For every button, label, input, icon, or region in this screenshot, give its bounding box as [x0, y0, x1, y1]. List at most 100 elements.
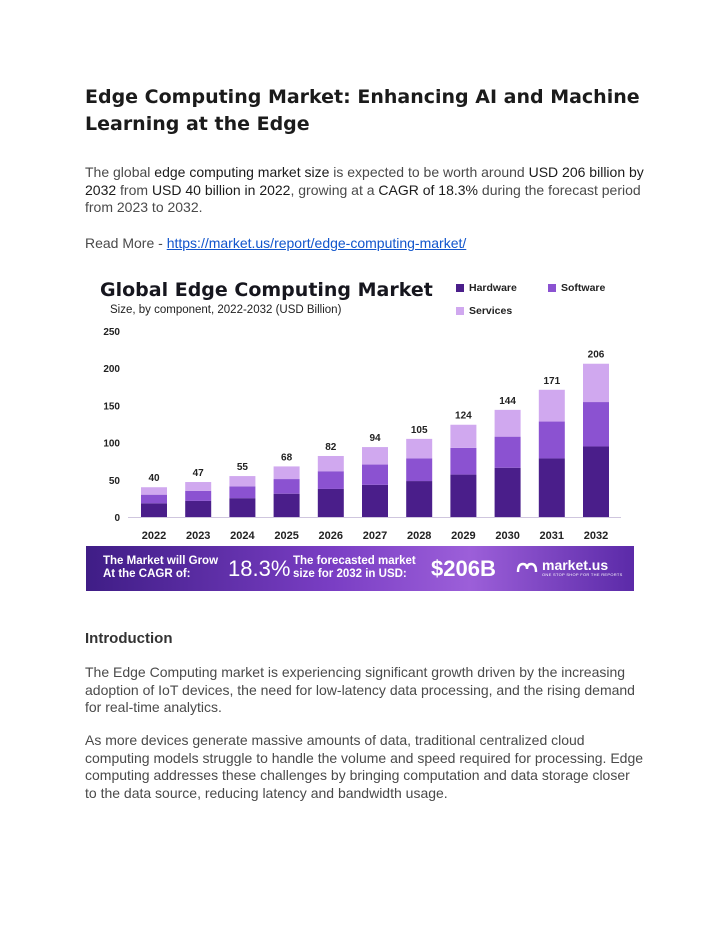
bar-segment-software: [185, 490, 212, 501]
bar-segment-services: [141, 487, 167, 495]
legend-swatch-software: [548, 284, 556, 292]
legend-swatch-hardware: [456, 284, 464, 292]
article-title: Edge Computing Market: Enhancing AI and …: [85, 86, 640, 135]
bar-segment-hardware: [583, 446, 609, 517]
intro-paragraph: The global edge computing market size is…: [85, 164, 645, 217]
forecast-value-phrase: USD 206 billion by 2032: [85, 164, 644, 198]
cagr-phrase: CAGR of 18.3%: [378, 181, 479, 198]
chart-banner: The Market will Grow At the CAGR of: 18.…: [86, 546, 634, 591]
bar-total-label: 171: [543, 376, 560, 387]
brand-tagline: ONE STOP SHOP FOR THE REPORTS: [542, 572, 623, 577]
bar-segment-software: [406, 458, 433, 482]
legend-swatch-services: [456, 307, 464, 315]
bar-segment-services: [450, 424, 477, 448]
bar-segment-hardware: [229, 498, 256, 517]
bar-total-label: 40: [148, 473, 160, 484]
bar-segment-hardware: [450, 474, 477, 517]
legend-label-software: Software: [561, 282, 606, 294]
cagr-label: The Market will Grow At the CAGR of:: [103, 555, 219, 580]
chart-legend: Hardware Software Services: [456, 279, 631, 319]
bar-segment-hardware: [141, 503, 167, 517]
x-tick-label: 2028: [407, 530, 431, 542]
bar-total-label: 124: [455, 411, 472, 422]
x-tick-label: 2026: [319, 530, 343, 542]
bar-segment-hardware: [317, 488, 344, 517]
market-size-phrase: edge computing market size: [154, 164, 330, 180]
bar-total-label: 144: [499, 396, 516, 407]
intro-text-2: is expected to be worth around: [329, 164, 529, 180]
bar-segment-services: [362, 447, 388, 465]
legend-item-services: Services: [456, 305, 512, 317]
legend-item-hardware: Hardware: [456, 282, 517, 294]
y-tick-label: 250: [103, 327, 120, 338]
bar-segment-software: [273, 479, 300, 494]
chart-subtitle: Size, by component, 2022-2032 (USD Billi…: [110, 304, 342, 316]
intro-text-4: , growing at a: [290, 181, 379, 198]
forecast-label: The forecasted market size for 2032 in U…: [293, 555, 416, 580]
section-heading-introduction: Introduction: [85, 630, 173, 647]
bar-segment-hardware: [406, 481, 433, 517]
bar-total-label: 105: [411, 425, 428, 436]
bar-segment-software: [450, 447, 477, 475]
forecast-value: $206B: [431, 556, 496, 581]
y-tick-label: 50: [109, 476, 121, 487]
bar-total-label: 47: [193, 468, 205, 479]
bar-segment-services: [185, 482, 212, 491]
cagr-value: 18.3%: [228, 556, 291, 581]
legend-label-services: Services: [469, 305, 513, 317]
bar-segment-software: [229, 486, 256, 499]
bar-total-label: 68: [281, 452, 293, 463]
market-us-logo-icon: [516, 562, 538, 572]
bar-chart-plot: 0 50 100 150 200 250 40 2022 47 2023 55 2024 68 2025 8…: [103, 327, 621, 542]
legend-item-software: Software: [548, 282, 605, 294]
market-chart-infographic: Global Edge Computing Market Size, by co…: [86, 271, 634, 591]
market-us-brand: market.us ONE STOP SHOP FOR THE REPORTS: [516, 558, 623, 577]
x-tick-label: 2022: [142, 530, 166, 542]
chart-title: Global Edge Computing Market: [100, 279, 433, 301]
x-tick-label: 2027: [363, 530, 387, 542]
bar-segment-services: [583, 363, 609, 403]
bar-segment-services: [538, 389, 565, 422]
brand-name: market.us: [542, 557, 609, 573]
read-more-link[interactable]: https://market.us/report/edge-computing-…: [166, 235, 467, 251]
x-tick-label: 2031: [540, 530, 564, 542]
bar-segment-services: [406, 438, 433, 459]
bar-segment-software: [317, 471, 344, 489]
bar-segment-services: [494, 409, 521, 437]
legend-label-hardware: Hardware: [469, 282, 517, 294]
bar-segment-software: [141, 494, 167, 504]
intro-text-1: The global: [85, 164, 155, 180]
bar-total-label: 55: [237, 462, 249, 473]
bar-total-label: 206: [588, 350, 605, 361]
bar-segment-services: [229, 476, 256, 487]
read-more-label: Read More -: [85, 235, 167, 251]
intro-text-5: during the forecast period from 2023 to …: [85, 181, 641, 216]
x-tick-label: 2030: [495, 530, 519, 542]
bar-segment-software: [494, 436, 521, 468]
bar-segment-services: [273, 466, 300, 480]
bar-segment-hardware: [538, 458, 565, 517]
bar-segment-hardware: [494, 467, 521, 517]
bar-segment-hardware: [273, 493, 300, 517]
bar-segment-software: [538, 421, 565, 459]
bar-segment-software: [583, 402, 609, 447]
y-tick-label: 0: [114, 513, 120, 524]
bar-segment-software: [362, 464, 388, 485]
x-tick-label: 2024: [230, 530, 255, 542]
bar-total-label: 82: [325, 442, 337, 453]
read-more-line: Read More - https://market.us/report/edg…: [85, 235, 645, 253]
base-value-phrase: USD 40 billion in 2022: [151, 181, 291, 198]
intro-text-3: from: [116, 181, 152, 198]
y-tick-label: 200: [103, 364, 120, 375]
bar-segment-services: [317, 455, 344, 472]
y-tick-label: 150: [103, 401, 120, 412]
bar-total-label: 94: [369, 433, 381, 444]
x-tick-label: 2023: [186, 530, 210, 542]
body-paragraph-1: The Edge Computing market is experiencin…: [85, 664, 635, 715]
body-paragraph-2: As more devices generate massive amounts…: [85, 732, 644, 801]
bar-segment-hardware: [185, 500, 212, 517]
x-tick-label: 2032: [584, 530, 608, 542]
bar-segment-hardware: [362, 484, 388, 517]
y-tick-label: 100: [103, 439, 120, 450]
x-tick-label: 2029: [451, 530, 475, 542]
